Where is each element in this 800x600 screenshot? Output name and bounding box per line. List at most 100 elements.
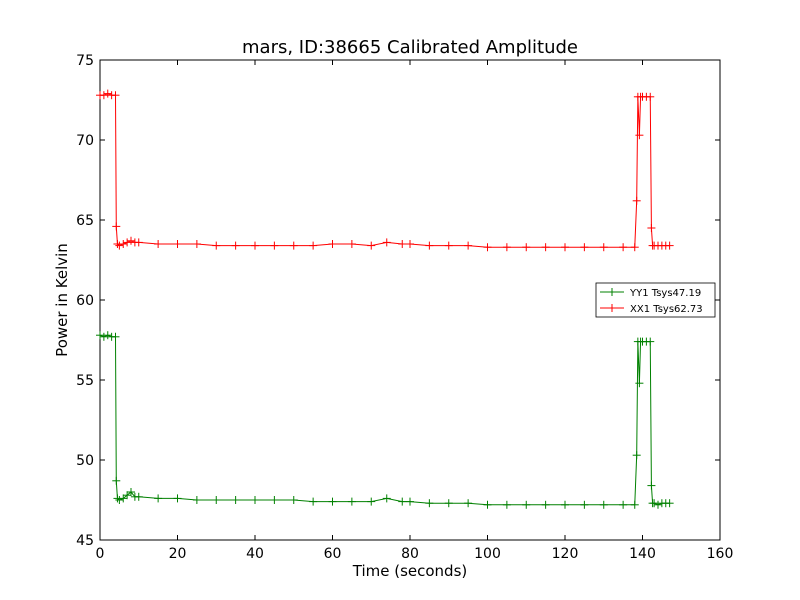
- series-yy1: [96, 331, 674, 509]
- data-point: [647, 224, 656, 232]
- data-point: [173, 494, 182, 503]
- data-point: [444, 499, 453, 508]
- data-point: [212, 241, 221, 250]
- data-point: [112, 222, 121, 231]
- data-point: [464, 241, 473, 250]
- x-tick-label: 40: [246, 546, 264, 562]
- x-tick-label: 140: [629, 546, 656, 562]
- data-point: [650, 499, 659, 508]
- legend-label: XX1 Tsys62.73: [630, 304, 703, 315]
- data-point: [398, 240, 407, 248]
- data-point: [123, 491, 132, 500]
- series-xx1: [96, 89, 674, 252]
- y-tick-label: 75: [76, 53, 94, 69]
- data-point: [635, 379, 644, 388]
- data-point: [328, 240, 337, 248]
- data-point: [502, 243, 511, 252]
- data-point: [635, 131, 644, 140]
- data-point: [270, 241, 279, 250]
- x-tick-label: 20: [169, 546, 187, 562]
- x-tick-label: 160: [707, 546, 734, 562]
- data-point: [580, 243, 589, 252]
- data-point: [464, 499, 473, 508]
- y-tick-label: 60: [76, 293, 94, 309]
- data-point: [665, 241, 674, 250]
- data-point: [328, 497, 337, 506]
- data-point: [134, 492, 143, 501]
- data-point: [154, 240, 163, 248]
- data-point: [212, 496, 221, 504]
- data-point: [111, 91, 120, 100]
- axis-ticks: 0 20 40 60 80 100 120 140 160 45 50 55 60 65 70 75: [76, 53, 733, 562]
- x-axis-label: Time (seconds): [352, 562, 468, 580]
- data-point: [632, 196, 641, 205]
- data-point: [231, 496, 240, 504]
- data-point: [502, 500, 511, 509]
- data-point: [309, 497, 318, 506]
- data-point: [96, 331, 104, 340]
- data-point: [599, 243, 608, 252]
- legend: YY1 Tsys47.19 XX1 Tsys62.73: [595, 282, 716, 318]
- data-point: [251, 241, 259, 250]
- data-point: [289, 496, 298, 504]
- data-point: [444, 241, 453, 250]
- data-point: [119, 240, 128, 248]
- y-tick-label: 50: [76, 453, 94, 469]
- data-point: [406, 497, 414, 506]
- legend-entry: YY1 Tsys47.19: [600, 288, 701, 299]
- data-point: [123, 238, 132, 247]
- data-point: [665, 499, 674, 508]
- y-tick-label: 65: [76, 213, 94, 229]
- data-point: [103, 331, 112, 340]
- data-point: [231, 241, 240, 250]
- data-point: [561, 500, 569, 509]
- data-point: [630, 500, 639, 509]
- legend-box: [595, 282, 716, 318]
- data-point: [154, 494, 163, 503]
- data-point: [289, 241, 298, 250]
- x-tick-label: 0: [96, 546, 105, 562]
- data-point: [646, 92, 655, 101]
- data-point: [425, 241, 434, 250]
- data-point: [192, 240, 201, 248]
- data-point: [483, 243, 492, 252]
- data-point: [270, 496, 279, 504]
- data-point: [347, 240, 356, 248]
- chart-title: mars, ID:38665 Calibrated Amplitude: [242, 37, 578, 58]
- data-point: [127, 236, 135, 245]
- data-point: [115, 241, 124, 250]
- data-point: [173, 240, 182, 248]
- data-point: [654, 500, 662, 509]
- data-point: [127, 488, 135, 496]
- data-point: [251, 496, 259, 504]
- y-tick-label: 70: [76, 133, 94, 149]
- x-tick-label: 120: [552, 546, 579, 562]
- data-point: [522, 243, 531, 252]
- data-point: [367, 497, 376, 506]
- y-tick-label: 55: [76, 373, 94, 389]
- data-point: [103, 89, 112, 98]
- data-point: [111, 332, 120, 341]
- data-point: [398, 497, 407, 506]
- data-point: [347, 497, 356, 506]
- data-point: [119, 494, 128, 503]
- data-point: [646, 337, 655, 346]
- data-point: [425, 499, 434, 508]
- data-point: [192, 496, 201, 504]
- data-point: [599, 500, 608, 509]
- data-point: [483, 500, 492, 509]
- legend-label: YY1 Tsys47.19: [629, 288, 701, 299]
- data-point: [619, 243, 628, 252]
- data-point: [630, 243, 639, 252]
- data-point: [382, 494, 391, 503]
- data-point: [647, 481, 656, 490]
- data-point: [541, 243, 550, 252]
- x-tick-label: 100: [474, 546, 501, 562]
- data-point: [619, 500, 628, 509]
- data-point: [580, 500, 589, 509]
- data-point: [367, 241, 376, 250]
- data-point: [115, 496, 124, 504]
- data-point: [541, 500, 550, 509]
- x-tick-label: 60: [324, 546, 342, 562]
